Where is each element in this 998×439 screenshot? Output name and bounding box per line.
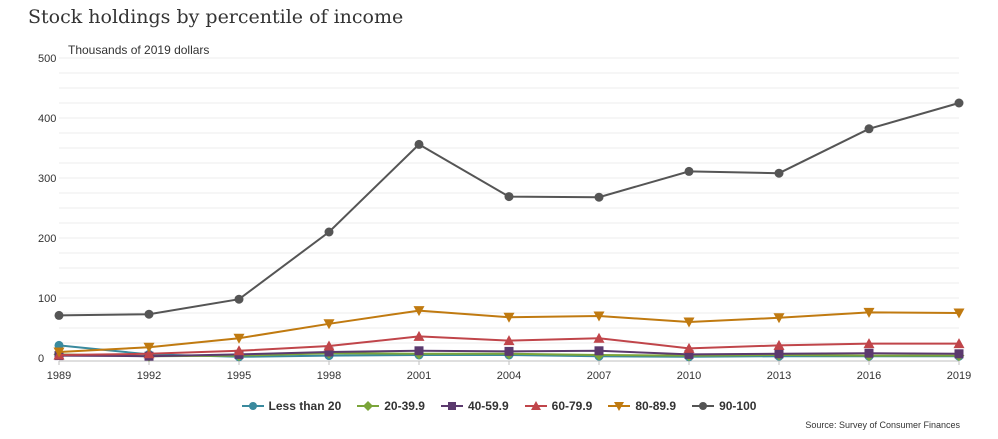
data-point[interactable] bbox=[144, 309, 154, 319]
legend-marker[interactable] bbox=[447, 402, 456, 410]
data-point[interactable] bbox=[504, 346, 514, 356]
x-tick-label: 1989 bbox=[47, 370, 71, 382]
data-point[interactable] bbox=[234, 294, 244, 304]
y-tick-label: 500 bbox=[38, 53, 56, 65]
x-tick-label: 1995 bbox=[227, 370, 251, 382]
legend: Less than 20 20-39.9 40-59.9 60-79.9 80-89.9… bbox=[0, 399, 998, 413]
x-tick-label: 2019 bbox=[947, 370, 971, 382]
data-point[interactable] bbox=[683, 317, 695, 328]
data-point[interactable] bbox=[593, 311, 605, 322]
source-note: Source: Survey of Consumer Finances bbox=[805, 420, 960, 430]
legend-label: 80-89.9 bbox=[635, 399, 677, 413]
data-point[interactable] bbox=[233, 345, 245, 356]
data-point[interactable] bbox=[233, 333, 245, 344]
data-point[interactable] bbox=[593, 332, 605, 343]
legend-label: 90-100 bbox=[719, 399, 757, 413]
x-tick-label: 1992 bbox=[137, 370, 161, 382]
legend-label: 20-39.9 bbox=[384, 399, 425, 413]
legend-symbol-icon bbox=[440, 402, 463, 410]
data-point[interactable] bbox=[863, 338, 875, 349]
data-point[interactable] bbox=[773, 313, 785, 324]
data-point[interactable] bbox=[413, 330, 425, 341]
legend-item-20-39-9[interactable]: 20-39.9 bbox=[357, 399, 425, 413]
y-axis-ticks: 0 100 200 300 400 500 bbox=[38, 53, 56, 365]
data-point[interactable] bbox=[323, 319, 335, 330]
legend-symbol-icon bbox=[692, 402, 715, 410]
series-60-79-9 bbox=[53, 330, 965, 360]
data-point[interactable] bbox=[774, 168, 784, 178]
data-point[interactable] bbox=[143, 342, 155, 353]
x-tick-label: 2010 bbox=[677, 370, 701, 382]
data-point[interactable] bbox=[773, 339, 785, 350]
data-point[interactable] bbox=[53, 347, 65, 358]
data-point[interactable] bbox=[953, 338, 965, 349]
legend-marker[interactable] bbox=[614, 402, 625, 411]
legend-item-90-100[interactable]: 90-100 bbox=[692, 399, 756, 413]
data-point[interactable] bbox=[143, 348, 155, 359]
data-point[interactable] bbox=[413, 306, 425, 317]
data-point[interactable] bbox=[503, 312, 515, 323]
y-tick-label: 300 bbox=[38, 173, 56, 185]
x-tick-label: 2004 bbox=[497, 370, 521, 382]
legend-symbol-icon bbox=[357, 401, 380, 411]
data-point[interactable] bbox=[864, 124, 874, 134]
legend-marker[interactable] bbox=[248, 402, 257, 410]
data-point[interactable] bbox=[504, 192, 514, 202]
data-point[interactable] bbox=[954, 98, 964, 108]
data-point[interactable] bbox=[594, 192, 604, 202]
x-tick-label: 2013 bbox=[767, 370, 791, 382]
y-tick-label: 0 bbox=[38, 353, 44, 365]
legend-item-40-59-9[interactable]: 40-59.9 bbox=[440, 399, 509, 413]
series-90-100 bbox=[54, 98, 964, 320]
legend-marker[interactable] bbox=[699, 402, 708, 410]
data-point[interactable] bbox=[503, 335, 515, 346]
legend-symbol-icon bbox=[524, 401, 547, 410]
series-lines bbox=[53, 98, 965, 362]
legend-item-less-than-20[interactable]: Less than 20 bbox=[241, 399, 342, 413]
data-point[interactable] bbox=[684, 349, 694, 359]
x-axis: 1989 1992 1995 1998 2001 2004 2007 2010 2013 2016… bbox=[47, 360, 971, 382]
legend-item-80-89-9[interactable]: 80-89.9 bbox=[608, 399, 676, 413]
data-point[interactable] bbox=[324, 227, 334, 237]
y-tick-label: 200 bbox=[38, 233, 56, 245]
legend-symbol-icon bbox=[241, 402, 264, 410]
data-point[interactable] bbox=[774, 349, 784, 359]
series-line[interactable] bbox=[58, 102, 960, 317]
y-tick-label: 100 bbox=[38, 293, 56, 305]
data-point[interactable] bbox=[953, 308, 965, 319]
legend-item-60-79-9[interactable]: 60-79.9 bbox=[524, 399, 593, 413]
x-tick-label: 2016 bbox=[857, 370, 881, 382]
y-tick-label: 400 bbox=[38, 113, 56, 125]
legend-label: 40-59.9 bbox=[467, 399, 509, 413]
legend-marker[interactable] bbox=[363, 401, 374, 411]
data-point[interactable] bbox=[864, 348, 874, 358]
data-point[interactable] bbox=[683, 342, 695, 353]
series-40-59-9 bbox=[54, 346, 964, 361]
data-point[interactable] bbox=[594, 346, 604, 356]
legend-marker[interactable] bbox=[530, 401, 541, 410]
y-axis-label: Thousands of 2019 dollars bbox=[68, 43, 210, 57]
data-point[interactable] bbox=[414, 139, 424, 149]
series-80-89-9 bbox=[53, 306, 965, 358]
chart-title: Stock holdings by percentile of income bbox=[28, 6, 404, 28]
data-point[interactable] bbox=[684, 166, 694, 176]
x-tick-label: 1998 bbox=[317, 370, 341, 382]
data-point[interactable] bbox=[414, 346, 424, 356]
legend-label: 60-79.9 bbox=[551, 399, 593, 413]
legend-symbol-icon bbox=[608, 402, 631, 411]
legend-label: Less than 20 bbox=[268, 399, 342, 413]
x-tick-label: 2007 bbox=[587, 370, 611, 382]
data-point[interactable] bbox=[863, 307, 875, 318]
data-point[interactable] bbox=[54, 310, 64, 320]
data-point[interactable] bbox=[323, 340, 335, 351]
x-tick-label: 2001 bbox=[407, 370, 431, 382]
data-point[interactable] bbox=[324, 347, 334, 357]
data-point[interactable] bbox=[954, 349, 964, 359]
